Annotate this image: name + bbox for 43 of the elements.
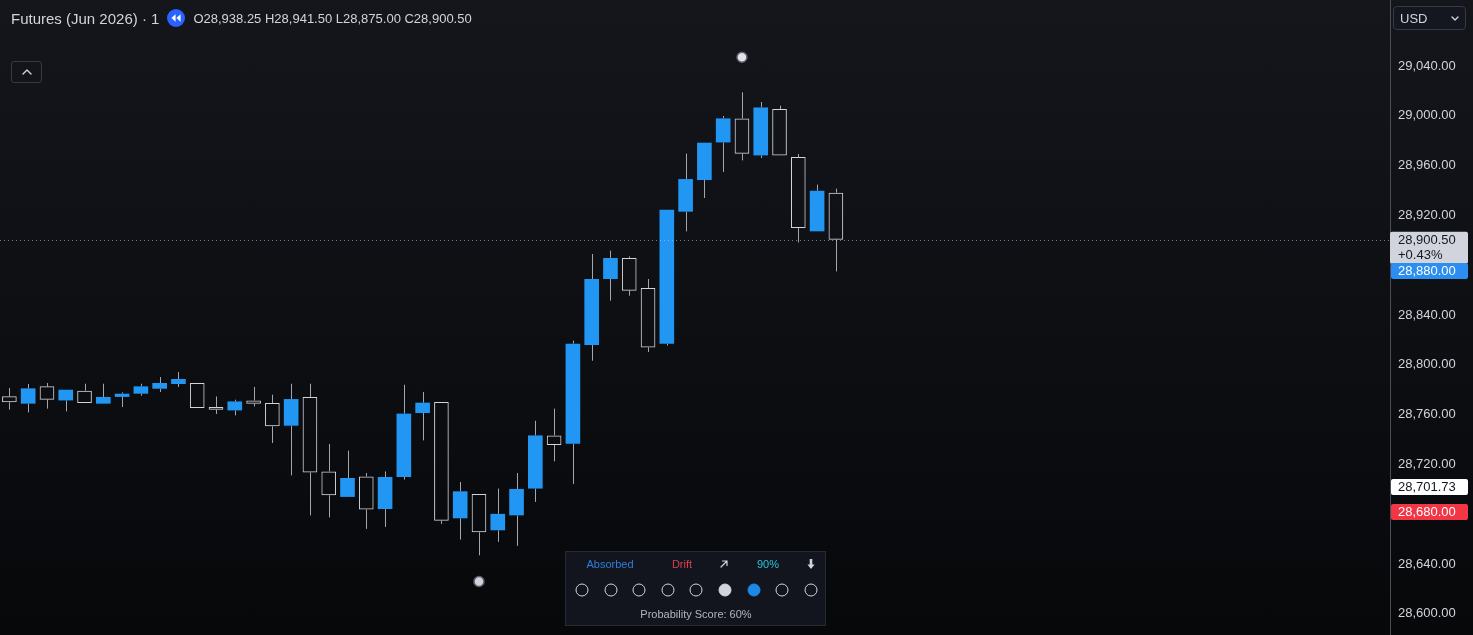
candlestick — [753, 101, 769, 159]
candlestick — [396, 384, 412, 481]
candlestick — [603, 250, 618, 302]
candlestick — [584, 253, 600, 362]
candlestick — [340, 450, 355, 497]
candlestick — [95, 383, 111, 404]
y-tick-label: 28,960.00 — [1398, 157, 1456, 173]
candlestick — [697, 142, 712, 199]
candlestick — [58, 389, 74, 412]
candlestick — [528, 420, 543, 503]
y-tick-label: 29,000.00 — [1398, 107, 1456, 123]
candlestick — [678, 153, 693, 232]
y-tick-label: 29,040.00 — [1398, 57, 1456, 73]
candlestick — [715, 115, 731, 173]
candlestick — [171, 371, 186, 388]
y-tick-label: 28,920.00 — [1398, 206, 1456, 222]
candlestick — [415, 391, 430, 441]
y-tick-label: 28,600.00 — [1398, 605, 1456, 621]
y-tick-label: 28,840.00 — [1398, 306, 1456, 322]
y-tick-label: 28,720.00 — [1398, 456, 1456, 471]
candlestick — [809, 184, 825, 232]
candlestick — [490, 488, 506, 543]
candlestick — [565, 340, 581, 485]
text: 28,701.73 — [1391, 479, 1468, 495]
candlestick — [509, 472, 524, 547]
text: 28,880.00 — [1391, 263, 1468, 279]
annotation: O28,938.25 H28,941.50 L28,875.00 C28,900.50 — [193, 10, 472, 26]
text: Futures (Jun 2026) · 1 — [11, 9, 160, 27]
candlestick — [152, 376, 167, 393]
text: 28,680.00 — [1391, 504, 1468, 520]
candlestick — [452, 481, 468, 541]
ref-line-label: 28,900.50 +0.43% — [1398, 231, 1456, 263]
y-tick-label: 28,640.00 — [1398, 555, 1456, 571]
currency-dropdown: USD — [1393, 6, 1466, 30]
annotation: Drift — [671, 558, 693, 570]
annotation: Absorbed — [586, 558, 634, 570]
candlestick — [283, 383, 299, 476]
candlestick — [659, 209, 675, 347]
annotation: 90% — [756, 558, 780, 570]
y-tick-label: 28,800.00 — [1398, 356, 1456, 372]
y-tick-label: 28,760.00 — [1398, 406, 1456, 422]
candlestick — [377, 470, 393, 528]
annotation: Probability Score: 60% — [640, 608, 752, 620]
